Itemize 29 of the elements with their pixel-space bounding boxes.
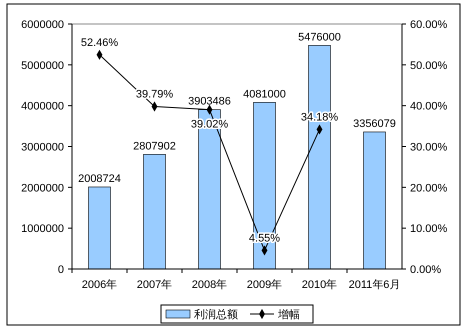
data-label: 5476000 (298, 31, 341, 44)
x-tick-label: 2008年 (192, 279, 228, 291)
x-tick-label: 2011年6月 (348, 279, 400, 291)
y-tick-label: 3000000 (21, 142, 64, 154)
data-label: 3903486 (188, 96, 231, 108)
legend-label: 增幅 (277, 309, 300, 321)
data-label: 2008724 (78, 172, 121, 185)
x-tick-label: 2006年 (82, 279, 118, 291)
data-label: 3356079 (353, 118, 396, 130)
x-tick-label: 2009年 (246, 279, 282, 291)
data-label: 52.46% (80, 36, 118, 49)
y2-tick-label: 30.00% (410, 142, 448, 154)
y-tick-label: 6000000 (21, 19, 64, 31)
x-tick-label: 2007年 (136, 279, 172, 291)
legend-label: 利润总额 (194, 308, 238, 321)
y-tick-label: 5000000 (21, 60, 64, 72)
data-label: 2807902 (133, 140, 176, 152)
y-tick-label: 1000000 (21, 223, 64, 236)
y2-tick-label: 60.00% (410, 19, 448, 31)
y2-tick-label: 10.00% (410, 223, 448, 236)
y-tick-label: 0 (58, 264, 64, 276)
y2-tick-label: 0.00% (410, 264, 442, 276)
y-tick-label: 2000000 (21, 182, 64, 194)
data-label: 4081000 (243, 88, 286, 100)
y2-tick-label: 40.00% (410, 100, 448, 113)
y2-tick-label: 50.00% (410, 60, 448, 72)
y2-tick-label: 20.00% (410, 182, 448, 194)
x-tick-label: 2010年 (302, 279, 338, 291)
y-tick-label: 4000000 (21, 100, 64, 113)
